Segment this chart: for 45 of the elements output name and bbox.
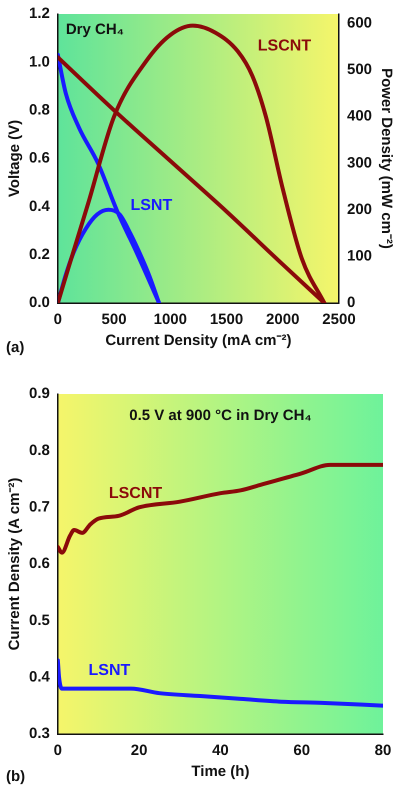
- x-tick-label: 0: [54, 742, 62, 760]
- x-tick-label: 2000: [266, 311, 300, 328]
- y-tick-label: 1.2: [28, 5, 50, 22]
- text: (b): [6, 768, 26, 786]
- x-tick-label: 1000: [154, 311, 187, 328]
- x-tick-label: 60: [293, 742, 310, 760]
- y-tick-label: 0.4: [28, 668, 50, 686]
- y-tick-label: 1.0: [28, 53, 50, 70]
- x-tick-label: 1500: [210, 311, 244, 328]
- y2-tick-label: 200: [346, 200, 372, 218]
- y-tick-label: 0.5: [28, 612, 50, 629]
- annotation: 0.5 V at 900 °C in Dry CH₄: [129, 407, 312, 424]
- annotation: Dry CH₄: [66, 21, 124, 38]
- y-tick-label: 0.6: [28, 150, 50, 167]
- series-label: LSCNT: [258, 38, 312, 55]
- y-tick-label: 0.8: [28, 101, 50, 118]
- y-axis-title: Voltage (V): [6, 120, 24, 198]
- text: (a): [6, 339, 24, 356]
- y2-tick-label: 100: [346, 248, 372, 265]
- series-label: LSNT: [130, 197, 172, 214]
- y-tick-label: 0.9: [28, 385, 50, 402]
- y2-tick-label: 600: [346, 14, 372, 32]
- x-tick-label: 2500: [322, 311, 356, 328]
- y2-axis-title: Power Density (mW cm⁻²): [378, 68, 395, 249]
- x-tick-label: 80: [374, 742, 392, 760]
- y-axis-title: Current Density (A cm⁻²): [6, 478, 24, 650]
- series-label: LSNT: [88, 662, 130, 680]
- x-axis-title: Current Density (mA cm⁻²): [105, 332, 292, 350]
- x-tick-label: 40: [212, 742, 229, 760]
- y2-tick-label: 300: [346, 154, 372, 172]
- y2-tick-label: 0: [346, 294, 356, 312]
- x-tick-label: 500: [102, 311, 127, 328]
- y-tick-label: 0.3: [28, 725, 50, 742]
- x-tick-label: 0: [54, 311, 62, 328]
- series-label: LSCNT: [108, 485, 162, 502]
- y-tick-label: 0.7: [28, 498, 50, 516]
- y2-tick-label: 400: [346, 108, 372, 125]
- y-tick-label: 0.4: [28, 198, 50, 215]
- y-tick-label: 0.0: [28, 294, 50, 312]
- y-tick-label: 0.8: [28, 442, 50, 459]
- x-axis-title: Time (h): [191, 763, 250, 780]
- x-tick-label: 20: [130, 742, 148, 760]
- y-tick-label: 0.6: [28, 555, 50, 572]
- y-tick-label: 0.2: [28, 246, 50, 263]
- y2-tick-label: 500: [346, 61, 372, 78]
